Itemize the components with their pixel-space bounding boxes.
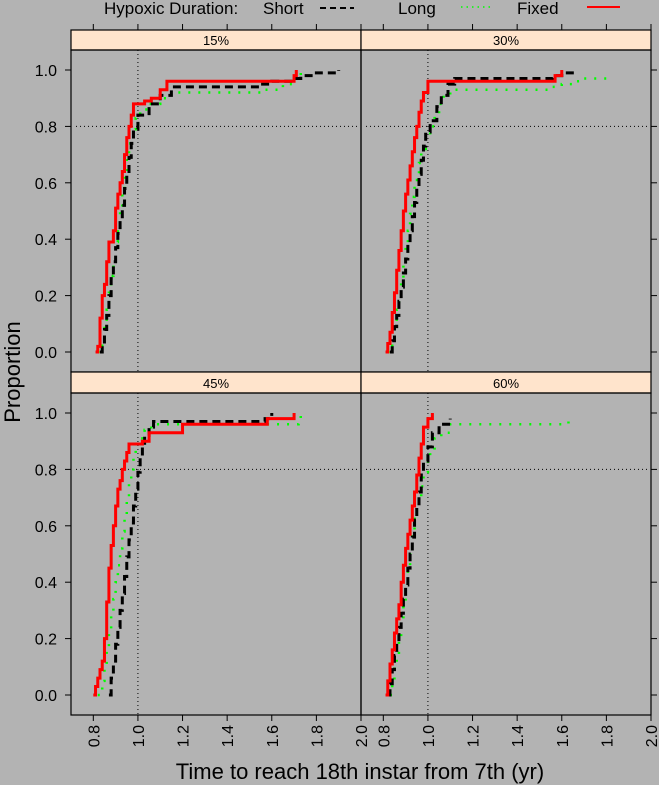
y-tick-label: 0.6 bbox=[35, 519, 57, 536]
legend: Hypoxic Duration: Short Long Fixed bbox=[104, 0, 620, 18]
series-fixed bbox=[95, 70, 298, 354]
panel-60pct: 60% 0.8 1.0 1.2 1.4 1.6 1.8 2.0 bbox=[360, 371, 659, 747]
y-axis-title: Proportion bbox=[0, 321, 25, 423]
x-tick-label: 1.2 bbox=[466, 725, 483, 747]
series-short bbox=[100, 70, 341, 354]
panel-strip-label: 30% bbox=[493, 33, 519, 48]
y-tick-label: 0.2 bbox=[35, 632, 57, 649]
x-tick-label: 1.2 bbox=[176, 725, 193, 747]
x-axis-title: Time to reach 18th instar from 7th (yr) bbox=[176, 759, 544, 784]
legend-label-short: Short bbox=[263, 0, 304, 18]
series-short bbox=[390, 71, 576, 354]
y-tick-label: 0.4 bbox=[35, 575, 57, 592]
y-tick-label: 0.6 bbox=[35, 176, 57, 193]
y-tick-label: 0.8 bbox=[35, 119, 57, 136]
y-tick-label: 0.0 bbox=[35, 345, 57, 362]
series-long bbox=[387, 72, 608, 354]
series-fixed bbox=[93, 413, 296, 697]
y-tick-label: 1.0 bbox=[35, 63, 57, 80]
x-tick-label: 2.0 bbox=[644, 725, 659, 747]
series-long bbox=[97, 415, 303, 697]
x-tick-label: 0.8 bbox=[376, 725, 393, 747]
y-tick-label: 0.0 bbox=[35, 688, 57, 705]
panel-strip-label: 60% bbox=[493, 376, 519, 391]
x-tick-label: 1.4 bbox=[510, 725, 527, 747]
y-tick-label: 0.4 bbox=[35, 232, 57, 249]
panel-frame bbox=[360, 392, 652, 716]
y-tick-label: 0.8 bbox=[35, 462, 57, 479]
series-long bbox=[390, 418, 575, 697]
panel-15pct: 15% 0.0 0.2 0.4 0.6 0.8 1.0 bbox=[35, 24, 362, 373]
x-tick-label: 1.8 bbox=[309, 725, 326, 747]
legend-label-fixed: Fixed bbox=[517, 0, 559, 18]
x-tick-label: 1.6 bbox=[265, 725, 282, 747]
y-tick-label: 1.0 bbox=[35, 406, 57, 423]
x-tick-label: 1.8 bbox=[599, 725, 616, 747]
legend-label-long: Long bbox=[398, 0, 436, 18]
x-tick-label: 1.0 bbox=[131, 725, 148, 747]
series-fixed bbox=[385, 70, 564, 354]
panels: 15% 0.0 0.2 0.4 0.6 0.8 1.0 30% 45% 0.0 0.2 0.4 0.6 0… bbox=[35, 24, 659, 747]
series-fixed bbox=[385, 413, 434, 697]
x-tick-label: 1.0 bbox=[421, 725, 438, 747]
x-tick-label: 2.0 bbox=[354, 725, 371, 747]
y-tick-label: 0.2 bbox=[35, 289, 57, 306]
x-tick-label: 1.6 bbox=[555, 725, 572, 747]
series-short bbox=[387, 418, 452, 697]
panel-30pct: 30% bbox=[360, 24, 657, 373]
x-tick-label: 0.8 bbox=[86, 725, 103, 747]
x-tick-label: 1.4 bbox=[220, 725, 237, 747]
legend-title: Hypoxic Duration: bbox=[104, 0, 238, 18]
panel-strip-label: 15% bbox=[203, 33, 229, 48]
panel-strip-label: 45% bbox=[203, 376, 229, 391]
panel-45pct: 45% 0.0 0.2 0.4 0.6 0.8 1.0 0.8 1.0 1.2 1.4 1.6 1.8 2… bbox=[35, 371, 371, 747]
